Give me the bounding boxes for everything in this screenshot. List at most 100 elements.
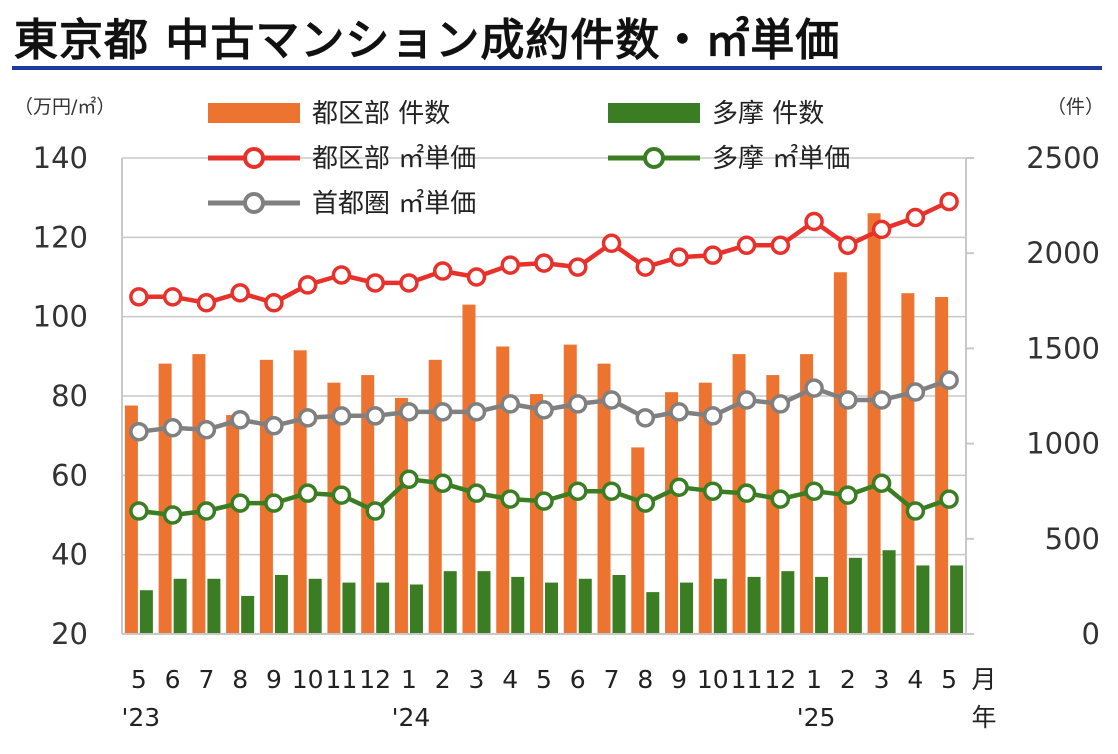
- left-tick-label: 60: [51, 458, 88, 492]
- x-tick-label: 12: [359, 665, 391, 694]
- bar-23ku-count: [935, 296, 949, 634]
- point-tama-price: [162, 505, 183, 525]
- legend-label: 都区部 ㎡単価: [312, 144, 476, 174]
- bar-23ku-count: [698, 382, 712, 634]
- point-shutoken-price: [432, 402, 453, 422]
- bar-tama-count: [781, 571, 795, 634]
- point-23ku-price: [601, 233, 622, 254]
- point-shutoken-price: [534, 400, 554, 420]
- bar-23ku-count: [462, 304, 476, 634]
- point-tama-price: [466, 483, 487, 503]
- legend-swatch-marker: [643, 147, 665, 169]
- bar-23ku-count: [327, 382, 341, 634]
- point-tama-price: [838, 485, 858, 505]
- point-shutoken-price: [129, 421, 149, 442]
- x-tick-label: 5: [536, 665, 552, 694]
- point-23ku-price: [804, 211, 824, 232]
- bar-23ku-count: [361, 375, 375, 634]
- point-23ku-price: [770, 235, 791, 256]
- point-tama-price: [432, 473, 453, 494]
- point-23ku-price: [568, 257, 588, 277]
- left-tick-label: 100: [33, 300, 88, 334]
- point-shutoken-price: [466, 402, 487, 422]
- point-shutoken-price: [568, 394, 588, 414]
- x-tick-label: 7: [604, 665, 620, 694]
- point-shutoken-price: [331, 406, 352, 426]
- bar-23ku-count: [665, 392, 679, 634]
- point-23ku-price: [534, 253, 554, 273]
- left-tick-label: 140: [33, 141, 88, 175]
- point-23ku-price: [669, 247, 689, 267]
- point-tama-price: [871, 473, 892, 494]
- right-axis-unit: （件）: [1047, 96, 1104, 118]
- point-shutoken-price: [635, 408, 656, 428]
- point-tama-price: [635, 493, 656, 513]
- x-tick-label: 4: [907, 665, 923, 694]
- point-shutoken-price: [264, 416, 284, 436]
- x-tick-label: 11: [731, 665, 763, 694]
- bar-tama-count: [139, 590, 153, 634]
- right-tick-label: 2000: [1026, 236, 1100, 270]
- point-shutoken-price: [804, 378, 824, 398]
- x-tick-label: 5: [131, 665, 147, 694]
- point-shutoken-price: [703, 406, 723, 426]
- legend-swatch: [208, 103, 300, 123]
- point-23ku-price: [736, 235, 757, 256]
- point-23ku-price: [466, 267, 487, 287]
- point-tama-price: [399, 469, 419, 490]
- point-23ku-price: [871, 219, 892, 240]
- bar-tama-count: [916, 565, 930, 634]
- bar-tama-count: [713, 578, 727, 634]
- point-shutoken-price: [601, 390, 622, 410]
- bar-tama-count: [646, 592, 660, 634]
- point-23ku-price: [230, 283, 250, 303]
- x-tick-label: 8: [637, 665, 653, 694]
- x-tick-label: 5: [941, 665, 957, 694]
- x-tick-label: 12: [764, 665, 796, 694]
- x-tick-label: 4: [502, 665, 518, 694]
- legend-swatch-marker: [243, 147, 265, 169]
- bar-tama-count: [376, 582, 390, 634]
- bar-23ku-count: [597, 363, 611, 634]
- point-23ku-price: [500, 255, 520, 275]
- bar-23ku-count: [867, 213, 881, 634]
- point-shutoken-price: [365, 406, 385, 426]
- point-tama-price: [534, 491, 554, 511]
- bar-tama-count: [950, 565, 964, 634]
- x-tick-label: 6: [165, 665, 181, 694]
- point-23ku-price: [703, 245, 723, 265]
- point-tama-price: [264, 493, 284, 513]
- legend-label: 多摩 ㎡単価: [712, 144, 850, 174]
- bar-23ku-count: [833, 272, 847, 634]
- point-23ku-price: [264, 293, 284, 313]
- bar-23ku-count: [124, 405, 138, 634]
- point-tama-price: [703, 481, 723, 501]
- x-tick-label: 10: [697, 665, 729, 694]
- x-year-label: '23: [122, 703, 161, 732]
- point-23ku-price: [939, 191, 959, 212]
- bar-tama-count: [274, 574, 288, 634]
- bar-tama-count: [207, 578, 221, 634]
- point-23ku-price: [905, 207, 926, 228]
- point-23ku-price: [129, 287, 149, 307]
- legend-label: 都区部 件数: [312, 99, 450, 129]
- bar-tama-count: [409, 584, 423, 634]
- x-tick-label: 3: [469, 665, 485, 694]
- legend-label: 首都圏 ㎡単価: [312, 189, 476, 219]
- point-tama-price: [905, 501, 926, 521]
- legend-label: 多摩 件数: [712, 99, 824, 129]
- point-shutoken-price: [399, 402, 419, 422]
- point-tama-price: [601, 481, 622, 501]
- bar-tama-count: [848, 557, 862, 634]
- bar-23ku-count: [394, 397, 408, 634]
- point-23ku-price: [635, 257, 656, 277]
- point-tama-price: [196, 501, 217, 521]
- point-tama-price: [770, 489, 791, 509]
- bar-tama-count: [680, 582, 694, 634]
- legend-swatch-marker: [243, 192, 265, 214]
- point-23ku-price: [838, 235, 858, 256]
- point-shutoken-price: [838, 390, 858, 410]
- left-tick-label: 120: [33, 220, 88, 254]
- point-shutoken-price: [196, 419, 217, 440]
